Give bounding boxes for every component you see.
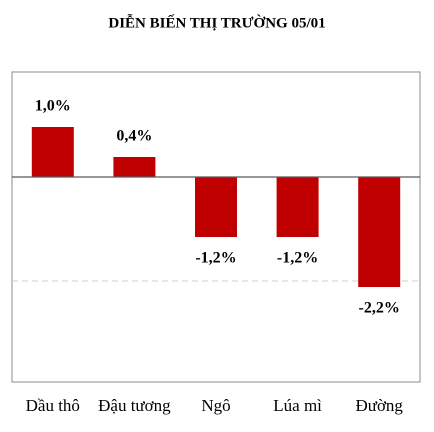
value-label: -1,2% (195, 250, 236, 267)
chart-title: DIỄN BIẾN THỊ TRƯỜNG 05/01 (108, 13, 325, 31)
x-tick-label: Đậu tương (98, 396, 171, 415)
bar (113, 157, 156, 177)
value-label: 0,4% (116, 128, 152, 145)
value-label: -1,2% (277, 250, 318, 267)
x-tick-label: Lúa mì (273, 396, 322, 415)
x-tick-label: Dầu thô (26, 396, 80, 415)
bar (276, 177, 319, 237)
bar (195, 177, 237, 237)
plot-frame (11, 71, 421, 383)
value-label: -2,2% (359, 300, 400, 317)
bar (31, 127, 74, 177)
x-tick-label: Đường (355, 396, 403, 415)
bar (358, 177, 401, 287)
value-label: 1,0% (35, 98, 71, 115)
x-tick-label: Ngô (201, 396, 230, 415)
